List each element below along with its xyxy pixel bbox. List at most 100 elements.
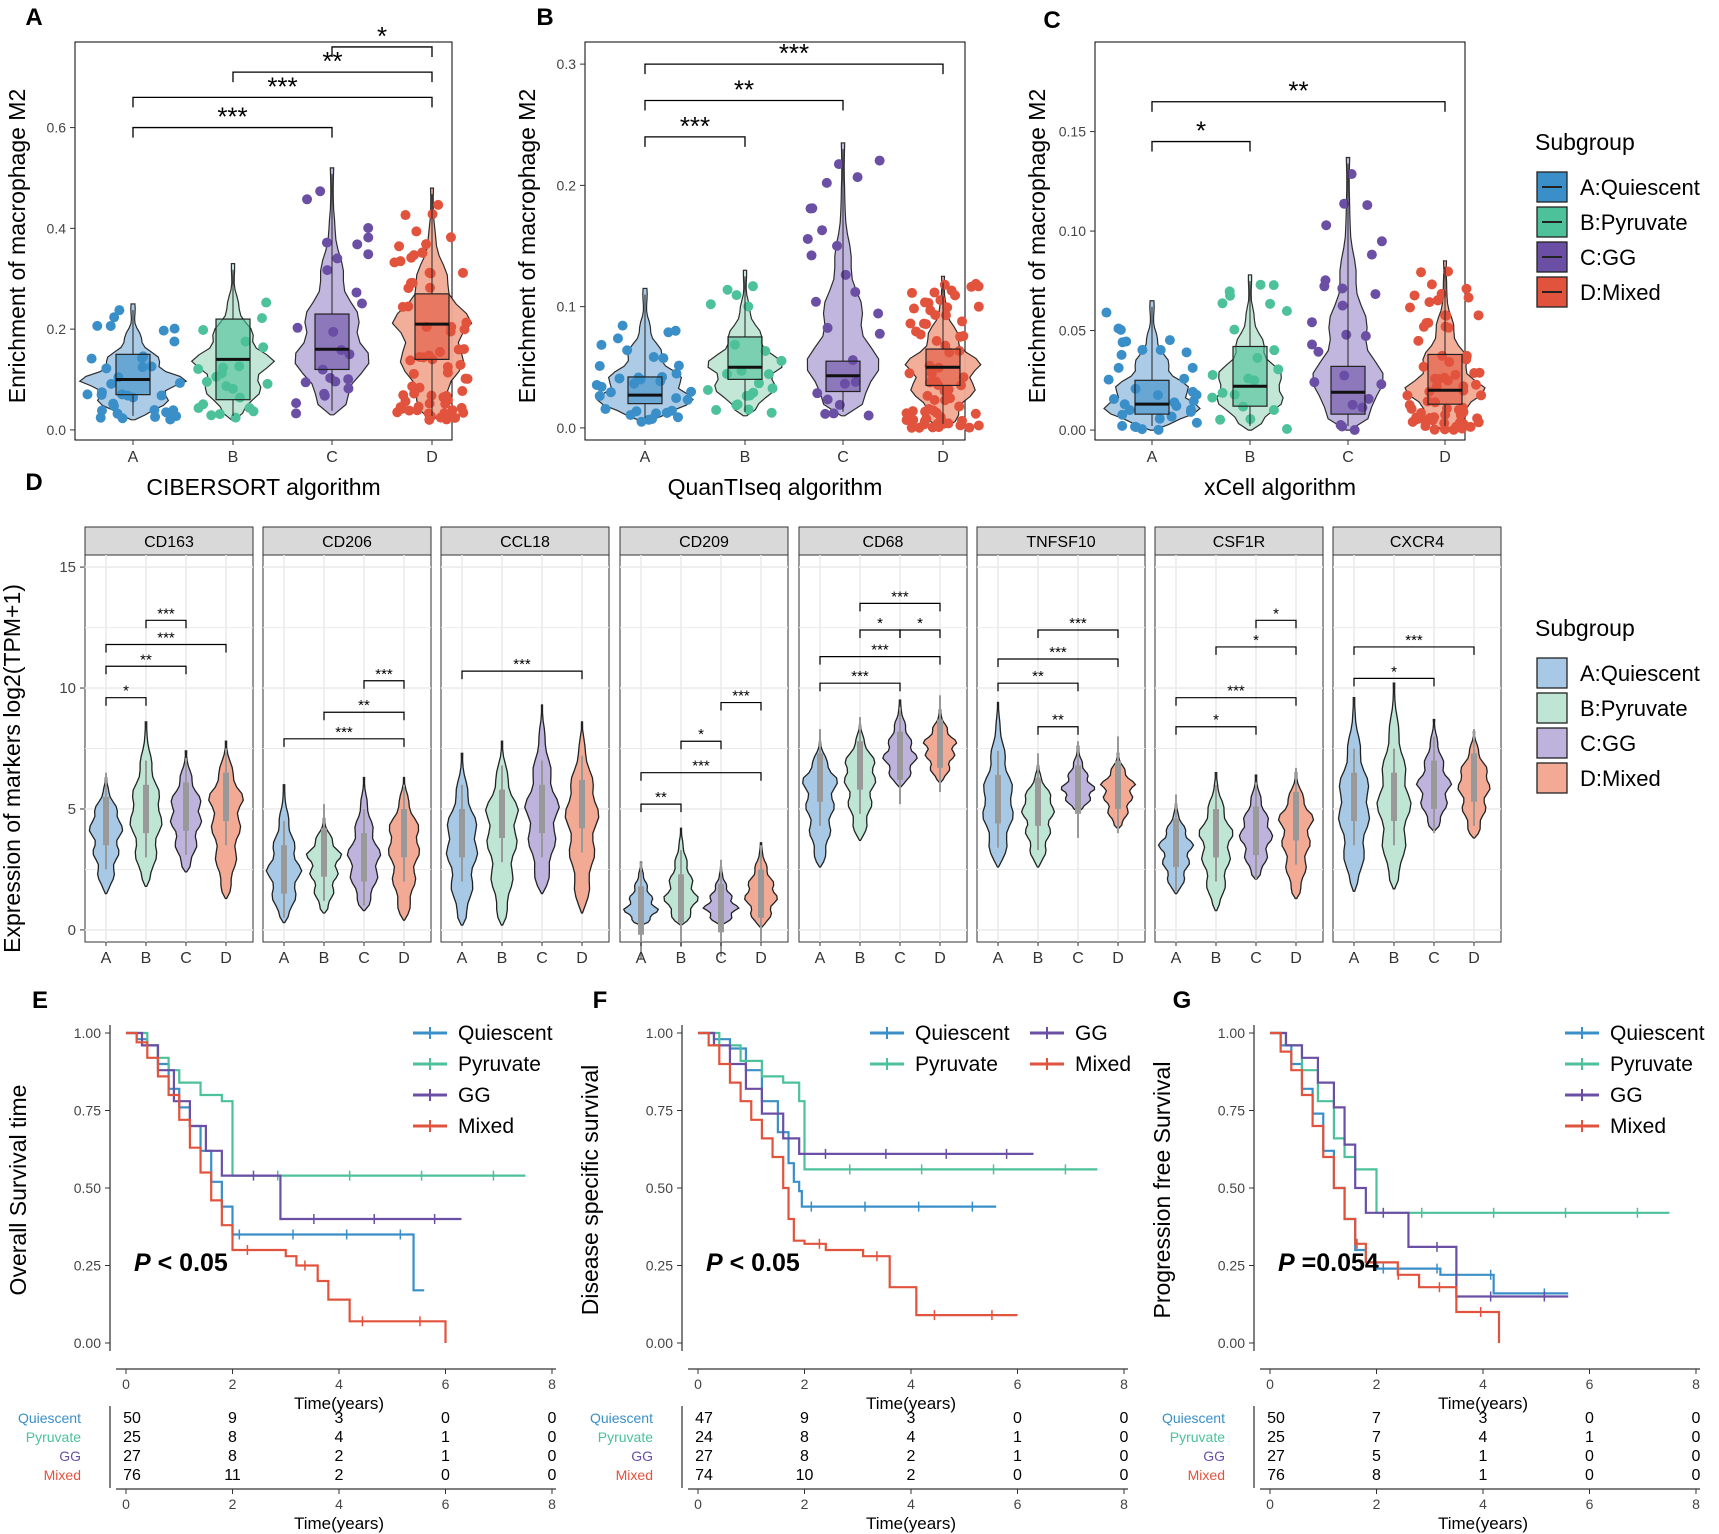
data-point bbox=[1217, 298, 1228, 309]
data-point bbox=[425, 268, 436, 279]
data-point bbox=[850, 286, 861, 297]
data-point bbox=[1207, 392, 1218, 403]
risk-count: 0 bbox=[1120, 1448, 1129, 1465]
data-point bbox=[101, 363, 112, 374]
data-point bbox=[907, 406, 918, 417]
risk-count: 0 bbox=[548, 1429, 557, 1446]
data-point bbox=[940, 310, 951, 321]
data-point bbox=[957, 316, 968, 327]
significance-bracket bbox=[1151, 140, 1251, 152]
data-point bbox=[666, 405, 677, 416]
data-point bbox=[447, 405, 458, 416]
panel-letter-c: C bbox=[1043, 7, 1060, 34]
facet-title: TNFSF10 bbox=[1026, 534, 1095, 551]
data-point bbox=[671, 393, 682, 404]
data-point bbox=[1424, 297, 1435, 308]
x-tick-label: 6 bbox=[1014, 1376, 1022, 1392]
data-point bbox=[1426, 279, 1437, 290]
x-tick-label: D bbox=[220, 950, 232, 967]
x-tick-label: B bbox=[141, 950, 152, 967]
significance-label: *** bbox=[1069, 615, 1087, 632]
x-tick-label: D bbox=[1439, 449, 1451, 466]
legend-mid: Subgroup A:Quiescent B:Pyruvate C:GG D:Mixed bbox=[1535, 615, 1700, 794]
violin-chart-b: 0.00.10.20.3A B C D********Enrichment of ma… bbox=[514, 38, 984, 500]
risk-count: 10 bbox=[796, 1467, 814, 1484]
risk-count: 4 bbox=[907, 1429, 916, 1446]
data-point bbox=[614, 373, 625, 384]
data-point bbox=[406, 252, 417, 263]
significance-bracket bbox=[680, 740, 722, 750]
data-point bbox=[767, 383, 778, 394]
data-point bbox=[832, 240, 843, 251]
data-point bbox=[874, 328, 885, 339]
x-tick-label: D bbox=[398, 950, 410, 967]
x-tick-label: 0 bbox=[122, 1496, 130, 1512]
y-tick-label: 0.2 bbox=[47, 321, 67, 337]
significance-bracket bbox=[105, 643, 227, 653]
box-B bbox=[1232, 345, 1268, 407]
data-point bbox=[261, 297, 272, 308]
significance-bracket bbox=[720, 701, 762, 711]
data-point bbox=[817, 225, 828, 236]
data-point bbox=[433, 199, 444, 210]
data-point bbox=[1474, 367, 1485, 378]
panel-letter-g: G bbox=[1173, 987, 1192, 1014]
data-point bbox=[766, 407, 777, 418]
data-point bbox=[863, 410, 874, 421]
data-point bbox=[1101, 307, 1112, 318]
data-point bbox=[1443, 266, 1454, 277]
data-point bbox=[1461, 283, 1472, 294]
risk-count: 1 bbox=[1479, 1467, 1488, 1484]
data-point bbox=[1116, 349, 1127, 360]
x-axis-label: xCell algorithm bbox=[1204, 474, 1356, 500]
facet-header bbox=[1332, 526, 1502, 556]
data-point bbox=[834, 399, 845, 410]
data-point bbox=[1269, 345, 1280, 356]
data-point bbox=[1404, 302, 1415, 313]
risk-count: 3 bbox=[335, 1410, 344, 1427]
x-tick-label: C bbox=[1342, 449, 1354, 466]
significance-label: * bbox=[1273, 605, 1279, 622]
risk-count: 1 bbox=[1585, 1429, 1594, 1446]
y-tick-label: 1.00 bbox=[74, 1025, 101, 1041]
data-point bbox=[919, 297, 930, 308]
data-point bbox=[193, 403, 204, 414]
data-point bbox=[1306, 317, 1317, 328]
facet-header bbox=[1154, 526, 1324, 556]
y-axis-label: Disease specific survival bbox=[577, 1065, 603, 1316]
x-tick-label: D bbox=[426, 449, 438, 466]
legend-label: C:GG bbox=[1580, 731, 1636, 756]
data-point bbox=[363, 232, 374, 243]
data-point bbox=[594, 361, 605, 372]
data-point bbox=[753, 378, 764, 389]
data-point bbox=[421, 239, 432, 250]
significance-bracket bbox=[331, 46, 433, 57]
risk-count: 0 bbox=[1120, 1410, 1129, 1427]
plot-border bbox=[1094, 41, 1466, 441]
data-point bbox=[711, 405, 722, 416]
survival-curve-gg bbox=[126, 1031, 462, 1221]
data-point bbox=[1366, 249, 1377, 260]
data-point bbox=[461, 317, 472, 328]
y-tick-label: 1.00 bbox=[1218, 1025, 1245, 1041]
data-point bbox=[908, 414, 919, 425]
data-point bbox=[457, 386, 468, 397]
significance-label: *** bbox=[375, 666, 393, 683]
significance-bracket bbox=[644, 99, 844, 111]
data-point bbox=[931, 335, 942, 346]
data-point bbox=[955, 331, 966, 342]
data-point bbox=[682, 394, 693, 405]
data-point bbox=[1186, 404, 1197, 415]
data-point bbox=[158, 325, 169, 336]
data-point bbox=[456, 402, 467, 413]
data-point bbox=[1255, 279, 1266, 290]
p-value: P < 0.05 bbox=[134, 1249, 228, 1277]
data-point bbox=[1108, 394, 1119, 405]
data-point bbox=[906, 287, 917, 298]
x-axis-label: Time(years) bbox=[866, 1394, 956, 1413]
legend-label: A:Quiescent bbox=[1580, 661, 1700, 686]
risk-count: 1 bbox=[1479, 1448, 1488, 1465]
risk-row-label: GG bbox=[59, 1448, 81, 1464]
risk-count: 0 bbox=[1692, 1410, 1701, 1427]
